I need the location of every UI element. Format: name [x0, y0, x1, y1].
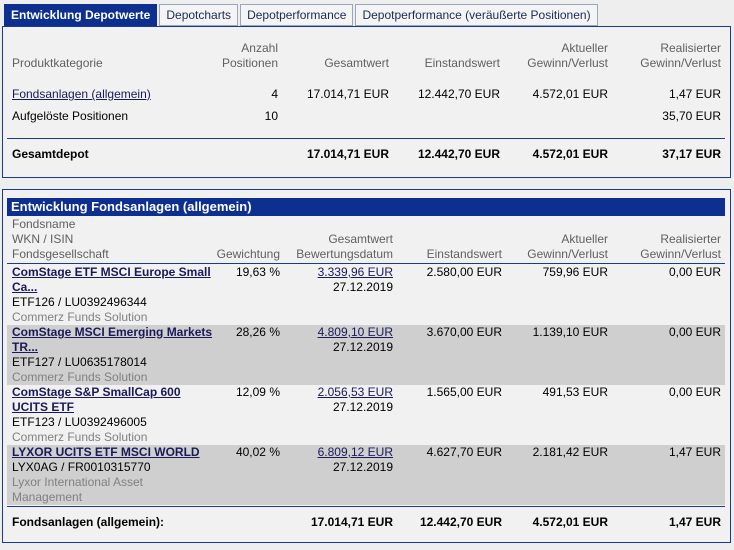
fund-wkn-isin: ETF126 / LU0392496344 [12, 295, 147, 309]
funds-total-realisiert: 1,47 EUR [668, 515, 721, 529]
fund-gesellschaft: Lyxor International Asset [12, 475, 143, 489]
header-einstandswert: Einstandswert [424, 56, 500, 70]
fund-gesamtwert-link[interactable]: 6.809,12 EUR [317, 445, 393, 459]
fund-realisiert: 0,00 EUR [668, 385, 721, 399]
fund-realisiert: 1,47 EUR [668, 445, 721, 459]
fund-gewichtung: 12,09 % [235, 385, 280, 399]
fund-gesamtwert-link[interactable]: 4.809,10 EUR [317, 325, 393, 339]
fund-wkn-isin: LYX0AG / FR0010315770 [12, 460, 151, 474]
header-fondsname: Fondsname [12, 217, 76, 231]
header-realisierter-gv: Gewinn/Verlust [640, 247, 721, 261]
fund-einstandswert: 3.670,00 EUR [426, 325, 502, 339]
fund-bewertungsdatum: 27.12.2019 [332, 460, 393, 474]
divider [7, 506, 725, 507]
overview-panel: Produktkategorie Anzahl Positionen Gesam… [2, 26, 731, 178]
overview-aktuell: 4.572,01 EUR [532, 87, 608, 101]
fund-gesellschaft: Commerz Funds Solution [12, 310, 148, 324]
total-realisiert: 37,17 EUR [662, 147, 721, 161]
header-gesamtwert: Gesamtwert [324, 56, 389, 70]
header-bewertungsdatum: Bewertungsdatum [296, 247, 393, 261]
overview-gesamtwert: 17.014,71 EUR [306, 87, 389, 101]
fund-aktuell: 759,96 EUR [542, 265, 608, 279]
fund-wkn-isin: ETF123 / LU0392496005 [12, 415, 147, 429]
fund-link[interactable]: LYXOR UCITS ETF MSCI WORLD [12, 445, 200, 459]
tab-entwicklung-depotwerte[interactable]: Entwicklung Depotwerte [4, 4, 158, 26]
fund-bewertungsdatum: 27.12.2019 [332, 340, 393, 354]
fund-bewertungsdatum: 27.12.2019 [332, 400, 393, 414]
header-gesamtwert: Gesamtwert [328, 232, 393, 246]
fund-link[interactable]: ComStage MSCI Emerging Markets [12, 325, 213, 339]
total-einstandswert: 12.442,70 EUR [417, 147, 500, 161]
header-fondsgesellschaft: Fondsgesellschaft [12, 247, 109, 261]
header-produktkategorie: Produktkategorie [12, 56, 103, 70]
fund-realisiert: 0,00 EUR [668, 265, 721, 279]
total-aktuell: 4.572,01 EUR [532, 147, 608, 161]
overview-aufgeloeste-label: Aufgelöste Positionen [12, 109, 129, 123]
fund-aktuell: 2.181,42 EUR [532, 445, 608, 459]
fund-gesamtwert-link[interactable]: 2.056,53 EUR [317, 385, 393, 399]
fund-gesellschaft-cont: Management [12, 490, 83, 504]
funds-title: Entwicklung Fondsanlagen (allgemein) [7, 198, 725, 216]
header-anzahl: Anzahl [241, 41, 278, 55]
fund-link[interactable]: ComStage S&P SmallCap 600 [12, 385, 181, 399]
header-realisierter-gv: Gewinn/Verlust [640, 56, 721, 70]
tab-depotcharts[interactable]: Depotcharts [159, 4, 239, 26]
funds-panel: Entwicklung Fondsanlagen (allgemein) Fon… [2, 189, 731, 543]
overview-einstandswert: 12.442,70 EUR [417, 87, 500, 101]
fund-realisiert: 0,00 EUR [668, 325, 721, 339]
funds-total-einstandswert: 12.442,70 EUR [419, 515, 502, 529]
header-gewichtung: Gewichtung [216, 247, 280, 261]
fund-aktuell: 1.139,10 EUR [532, 325, 608, 339]
fund-einstandswert: 1.565,00 EUR [426, 385, 502, 399]
link-fondsanlagen[interactable]: Fondsanlagen (allgemein) [12, 87, 151, 101]
tab-depotperformance-veraeusserte[interactable]: Depotperformance (veräußerte Positionen) [355, 4, 598, 26]
header-positionen: Positionen [221, 56, 278, 70]
fund-link-cont[interactable]: TR... [12, 340, 38, 354]
fund-link-cont[interactable]: UCITS ETF [12, 400, 74, 414]
header-aktueller: Aktueller [561, 41, 608, 55]
total-label: Gesamtdepot [12, 147, 89, 161]
total-gesamtwert: 17.014,71 EUR [306, 147, 389, 161]
overview-aufgeloeste-realisiert: 35,70 EUR [662, 109, 721, 123]
funds-total-aktuell: 4.572,01 EUR [532, 515, 608, 529]
overview-anzahl: 4 [271, 87, 278, 101]
overview-aufgeloeste-anzahl: 10 [264, 109, 278, 123]
overview-realisiert: 1,47 EUR [668, 87, 721, 101]
fund-wkn-isin: ETF127 / LU0635178014 [12, 355, 147, 369]
fund-gesellschaft: Commerz Funds Solution [12, 430, 148, 444]
tab-bar: Entwicklung Depotwerte Depotcharts Depot… [4, 4, 598, 26]
header-aktueller-gv: Gewinn/Verlust [527, 247, 608, 261]
funds-total-label: Fondsanlagen (allgemein): [12, 515, 165, 529]
row-background [7, 325, 725, 385]
header-einstandswert: Einstandswert [426, 247, 502, 261]
fund-einstandswert: 2.580,00 EUR [426, 265, 502, 279]
header-realisierter: Realisierter [660, 232, 721, 246]
fund-gewichtung: 28,26 % [235, 325, 280, 339]
divider [7, 263, 725, 264]
header-realisierter: Realisierter [660, 41, 721, 55]
row-background [7, 445, 725, 505]
divider [7, 138, 725, 139]
fund-gesamtwert-link[interactable]: 3.339,96 EUR [317, 265, 393, 279]
header-wkn-isin: WKN / ISIN [12, 232, 74, 246]
fund-gewichtung: 40,02 % [235, 445, 280, 459]
fund-link-cont[interactable]: Ca... [12, 280, 38, 294]
header-aktueller: Aktueller [561, 232, 608, 246]
fund-bewertungsdatum: 27.12.2019 [332, 280, 393, 294]
fund-einstandswert: 4.627,70 EUR [426, 445, 502, 459]
fund-gesellschaft: Commerz Funds Solution [12, 370, 148, 384]
tab-depotperformance[interactable]: Depotperformance [240, 4, 354, 26]
fund-aktuell: 491,53 EUR [542, 385, 608, 399]
fund-link[interactable]: ComStage ETF MSCI Europe Small [12, 265, 211, 279]
header-aktueller-gv: Gewinn/Verlust [527, 56, 608, 70]
funds-total-gesamtwert: 17.014,71 EUR [310, 515, 393, 529]
fund-gewichtung: 19,63 % [235, 265, 280, 279]
